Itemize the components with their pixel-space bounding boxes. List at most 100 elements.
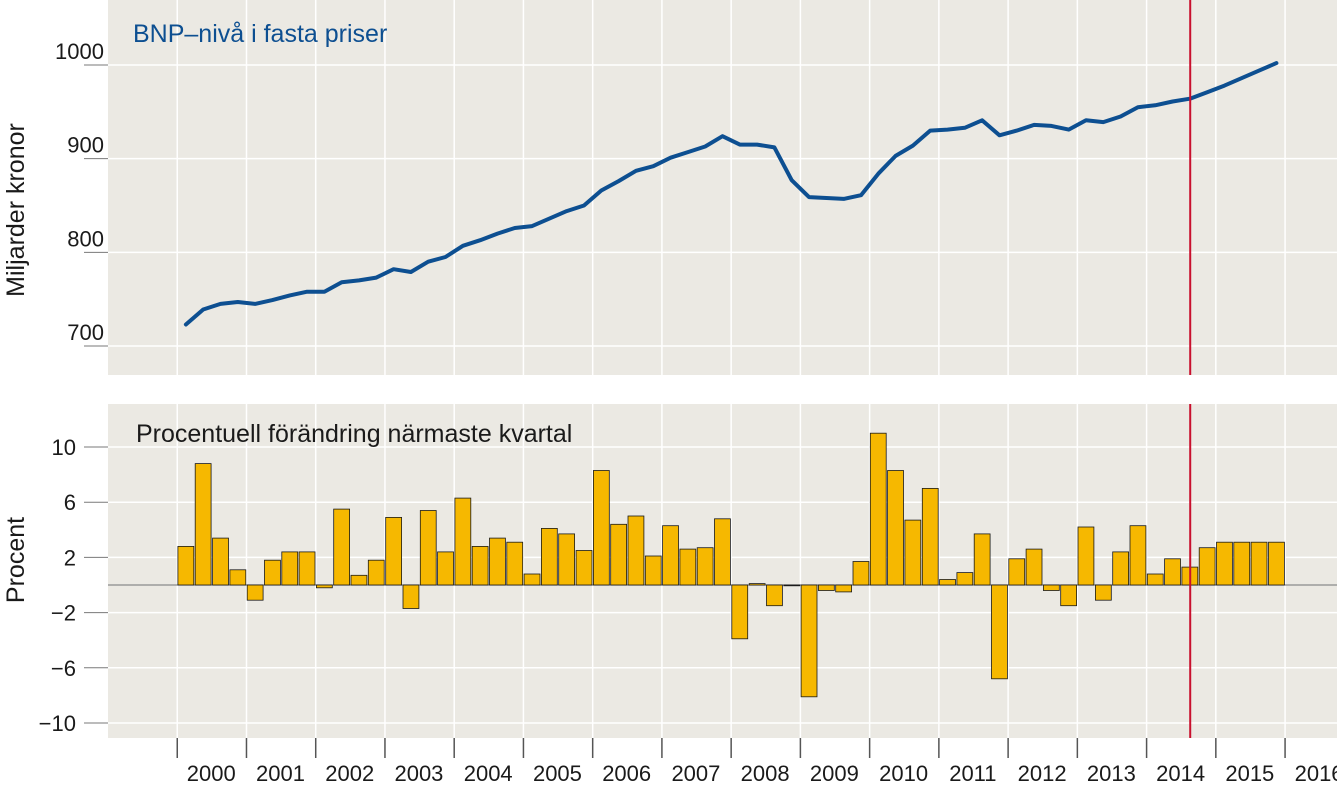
bottom-panel-y-ticks: 10 6 2 −2 −6 −10 bbox=[39, 435, 108, 736]
x-tick-label: 2016 bbox=[1295, 761, 1337, 786]
bar bbox=[1129, 525, 1147, 586]
bottom-chart-title: Procentuell förändring närmaste kvartal bbox=[136, 420, 572, 448]
bar bbox=[523, 573, 541, 586]
bar bbox=[212, 537, 229, 586]
bar bbox=[1146, 573, 1164, 586]
bar bbox=[939, 579, 956, 586]
bar bbox=[264, 559, 281, 586]
bar bbox=[367, 559, 385, 586]
bar bbox=[229, 569, 247, 586]
bottom-y-tick-label: 2 bbox=[64, 545, 76, 570]
bar bbox=[1008, 558, 1026, 586]
bar bbox=[610, 523, 628, 586]
x-tick-label: 2005 bbox=[533, 761, 582, 786]
bar bbox=[506, 541, 524, 586]
bar bbox=[593, 470, 610, 586]
bar bbox=[1216, 541, 1233, 586]
bar bbox=[333, 508, 351, 586]
bar bbox=[315, 584, 333, 589]
x-tick-label: 2009 bbox=[810, 761, 859, 786]
bar bbox=[748, 583, 766, 586]
gdp-level-series bbox=[183, 61, 1279, 327]
bar bbox=[489, 537, 506, 586]
bar bbox=[558, 533, 576, 586]
top-y-tick-label: 1000 bbox=[55, 39, 104, 64]
bar bbox=[766, 584, 783, 607]
bar bbox=[1060, 584, 1077, 607]
bar bbox=[644, 555, 662, 586]
x-tick-label: 2010 bbox=[879, 761, 928, 786]
bar bbox=[1112, 551, 1129, 586]
bottom-panel-gridlines bbox=[108, 404, 1337, 738]
bar bbox=[246, 584, 264, 601]
bar bbox=[921, 487, 939, 586]
bar bbox=[541, 528, 558, 586]
top-chart-title: BNP–nivå i fasta priser bbox=[133, 20, 387, 48]
bottom-y-tick-label: 6 bbox=[64, 490, 76, 515]
top-y-tick-label: 700 bbox=[67, 320, 104, 345]
bottom-y-tick-label: −6 bbox=[51, 656, 76, 681]
bar bbox=[281, 551, 299, 586]
bar bbox=[869, 432, 887, 586]
bar bbox=[402, 584, 420, 609]
x-tick-label: 2004 bbox=[464, 761, 513, 786]
top-panel-background bbox=[108, 0, 1337, 375]
bar bbox=[714, 518, 731, 586]
x-tick-label: 2006 bbox=[602, 761, 651, 786]
bar bbox=[454, 497, 472, 586]
x-tick-label: 2001 bbox=[256, 761, 305, 786]
bottom-y-tick-label: 10 bbox=[52, 435, 76, 460]
bar bbox=[956, 572, 974, 586]
bar bbox=[194, 463, 212, 586]
x-tick-label: 2013 bbox=[1087, 761, 1136, 786]
x-tick-label: 2011 bbox=[949, 761, 996, 786]
bar bbox=[1233, 541, 1251, 586]
bar bbox=[1268, 541, 1285, 586]
x-tick-label: 2000 bbox=[187, 761, 236, 786]
bar bbox=[1250, 541, 1268, 586]
x-tick-label: 2008 bbox=[741, 761, 790, 786]
bar bbox=[991, 584, 1008, 680]
bar bbox=[696, 547, 714, 586]
x-tick-label: 2003 bbox=[394, 761, 443, 786]
quarterly-change-bars bbox=[177, 432, 1285, 698]
x-tick-label: 2007 bbox=[671, 761, 720, 786]
bar bbox=[437, 551, 454, 586]
x-tick-label: 2015 bbox=[1225, 761, 1274, 786]
bar bbox=[1077, 526, 1095, 586]
bottom-y-tick-label: −10 bbox=[39, 711, 76, 736]
bar bbox=[1198, 547, 1216, 586]
bar bbox=[887, 470, 904, 586]
bar bbox=[973, 533, 991, 586]
bar bbox=[731, 584, 749, 640]
bar bbox=[471, 546, 489, 586]
bar bbox=[1095, 584, 1112, 601]
bar bbox=[627, 515, 645, 586]
top-y-tick-label: 900 bbox=[67, 133, 104, 158]
bar bbox=[835, 584, 853, 593]
bar bbox=[662, 525, 679, 586]
x-tick-label: 2012 bbox=[1018, 761, 1067, 786]
bar bbox=[852, 561, 870, 586]
bar bbox=[177, 546, 195, 586]
bar bbox=[800, 584, 818, 698]
x-tick-label: 2002 bbox=[325, 761, 374, 786]
top-y-tick-label: 800 bbox=[67, 226, 104, 251]
bar bbox=[385, 517, 403, 586]
bar bbox=[1025, 548, 1043, 586]
bar bbox=[575, 550, 593, 586]
bar bbox=[1043, 584, 1060, 591]
top-panel-y-ticks: 700 800 900 1000 bbox=[55, 39, 108, 347]
top-y-axis-label: Miljarder kronor bbox=[2, 123, 30, 297]
top-panel-gridlines bbox=[108, 0, 1337, 375]
bottom-y-tick-label: −2 bbox=[51, 601, 76, 626]
bar bbox=[1164, 558, 1181, 586]
bottom-y-axis-label: Procent bbox=[2, 517, 30, 603]
bar bbox=[783, 584, 801, 587]
bar bbox=[679, 548, 697, 586]
x-tick-label: 2014 bbox=[1156, 761, 1205, 786]
bar bbox=[298, 551, 316, 586]
bar bbox=[818, 584, 835, 591]
gdp-line bbox=[183, 61, 1279, 327]
